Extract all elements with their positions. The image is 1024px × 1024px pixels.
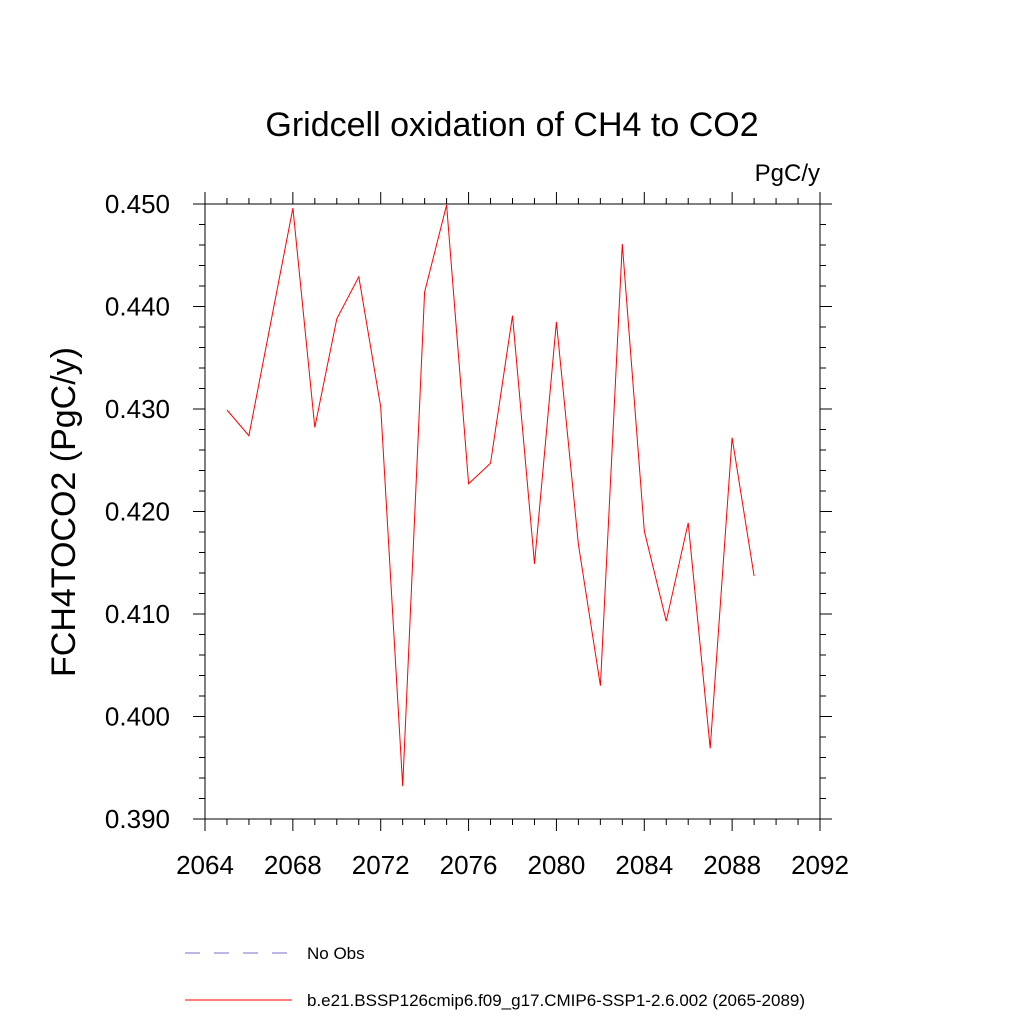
y-tick-label: 0.450 [105, 189, 170, 219]
x-tick-label: 2092 [791, 850, 849, 880]
x-tick-label: 2072 [352, 850, 410, 880]
y-tick-label: 0.390 [105, 804, 170, 834]
axis-ticks [193, 192, 832, 831]
legend-no-obs-label: No Obs [307, 944, 365, 963]
y-tick-label: 0.430 [105, 394, 170, 424]
legend-model-run-label: b.e21.BSSP126cmip6.f09_g17.CMIP6-SSP1-2.… [307, 991, 805, 1010]
y-tick-label: 0.400 [105, 702, 170, 732]
y-tick-label: 0.440 [105, 292, 170, 322]
x-tick-label: 2080 [528, 850, 586, 880]
y-tick-label: 0.410 [105, 599, 170, 629]
x-tick-label: 2084 [615, 850, 673, 880]
chart-title: Gridcell oxidation of CH4 to CO2 [265, 106, 758, 144]
data-series [226, 204, 755, 787]
legend: No Obs b.e21.BSSP126cmip6.f09_g17.CMIP6-… [185, 944, 805, 1010]
x-tick-label: 2076 [440, 850, 498, 880]
x-tick-label: 2068 [264, 850, 322, 880]
x-tick-label: 2064 [176, 850, 234, 880]
y-axis-label: FCH4TOCO2 (PgC/y) [45, 347, 83, 677]
series-line [226, 204, 755, 787]
plot-frame [204, 203, 821, 820]
axis-tick-labels: 2064 2068 2072 2076 2080 2084 2088 2092 0.390 0.4… [105, 189, 849, 880]
x-tick-label: 2088 [703, 850, 761, 880]
y-tick-label: 0.420 [105, 497, 170, 527]
plot-border [204, 203, 821, 820]
units-label: PgC/y [755, 160, 820, 187]
